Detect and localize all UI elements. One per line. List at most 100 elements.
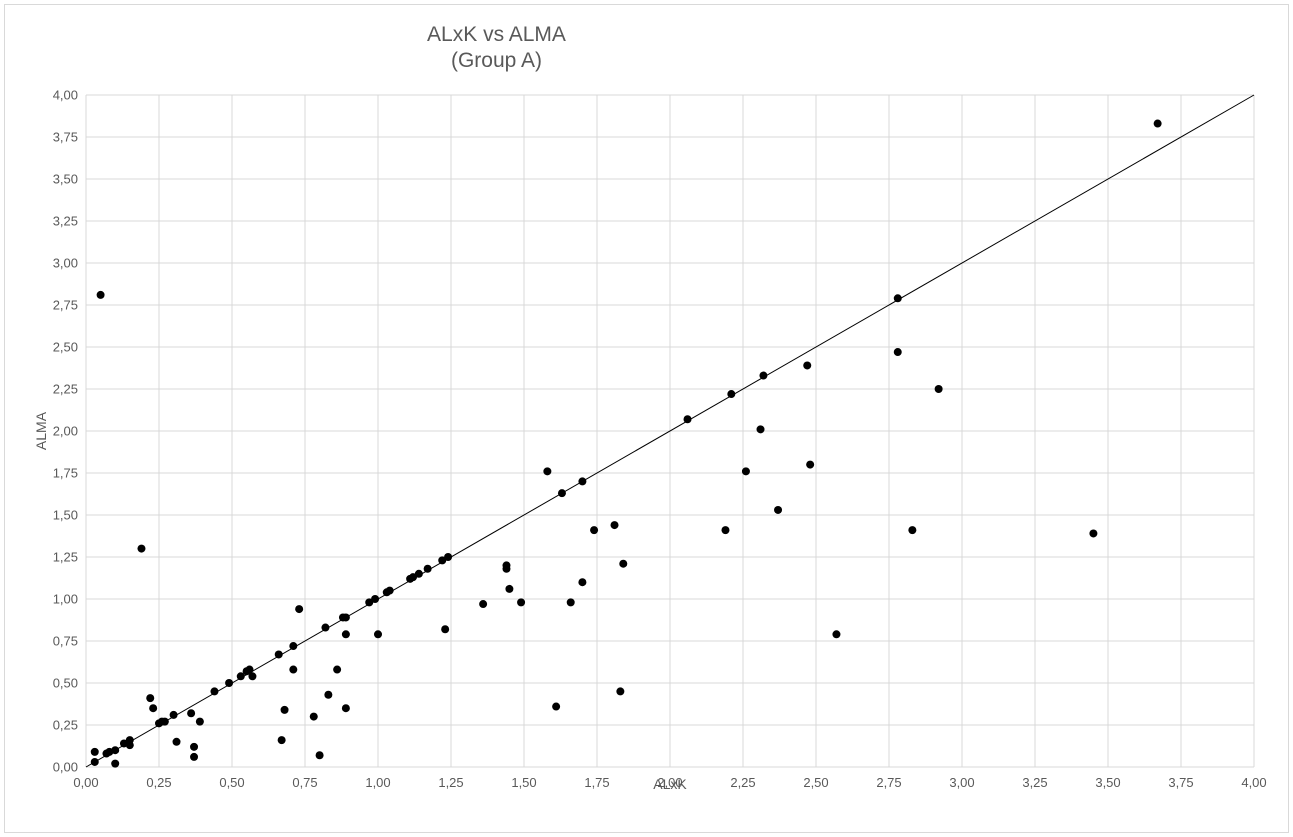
data-point [341, 630, 350, 639]
x-tick-label: 1,50 [511, 775, 536, 790]
data-point [610, 521, 619, 530]
chart-title-block: ALxK vs ALMA (Group A) [0, 22, 1293, 74]
y-tick-label: 3,50 [53, 172, 78, 187]
data-point [385, 586, 394, 595]
chart-frame [4, 4, 1289, 833]
data-point [169, 710, 178, 719]
data-point [557, 489, 566, 498]
data-point [741, 467, 750, 476]
data-point [324, 690, 333, 699]
data-point [321, 623, 330, 632]
chart-title: ALxK vs ALMA [427, 23, 566, 46]
y-tick-label: 1,25 [53, 550, 78, 565]
data-point [315, 751, 324, 760]
gridlines [85, 94, 1255, 768]
data-point [280, 705, 289, 714]
data-point [341, 704, 350, 713]
y-tick-label: 2,25 [53, 382, 78, 397]
data-point [893, 348, 902, 357]
data-point [333, 665, 342, 674]
data-point [683, 415, 692, 424]
data-point [543, 467, 552, 476]
data-point [111, 759, 120, 768]
data-point [190, 752, 199, 761]
data-point [1153, 119, 1162, 128]
data-point [479, 600, 488, 609]
data-point [187, 709, 196, 718]
data-point [289, 665, 298, 674]
data-point [803, 361, 812, 370]
data-point [414, 569, 423, 578]
data-point [566, 598, 575, 607]
data-point [502, 561, 511, 570]
data-point [438, 556, 447, 565]
data-point [759, 371, 768, 380]
x-tick-label: 4,00 [1241, 775, 1266, 790]
data-point [908, 526, 917, 535]
data-point [277, 736, 286, 745]
data-point [160, 717, 169, 726]
y-tick-label: 0,75 [53, 634, 78, 649]
data-point [934, 385, 943, 393]
data-points [90, 119, 1162, 768]
x-tick-label: 3,50 [1095, 775, 1120, 790]
y-tick-label: 0,25 [53, 718, 78, 733]
data-point [245, 665, 254, 674]
data-point [149, 704, 158, 713]
data-point [619, 559, 628, 568]
y-tick-label: 3,25 [53, 214, 78, 229]
y-axis-label: ALMA [33, 411, 49, 450]
data-point [341, 613, 350, 622]
data-point [111, 746, 120, 755]
data-point [248, 672, 257, 681]
data-point [409, 573, 418, 582]
data-point [295, 605, 304, 614]
data-point [441, 625, 450, 634]
data-point [90, 757, 99, 766]
data-point [517, 598, 526, 607]
data-point [721, 526, 730, 535]
x-tick-label: 0,50 [219, 775, 244, 790]
y-tick-label: 2,50 [53, 340, 78, 355]
data-point [727, 390, 736, 399]
data-point [146, 694, 155, 703]
x-tick-label: 1,00 [365, 775, 390, 790]
x-tick-label: 3,75 [1168, 775, 1193, 790]
data-point [552, 702, 561, 711]
data-point [172, 737, 181, 746]
data-point [1089, 529, 1098, 538]
data-point [125, 736, 134, 745]
x-tick-label: 2,25 [730, 775, 755, 790]
x-axis-ticks: 0,00 0,25 0,50 0,75 1,00 1,25 1,50 1,75 2,00 2,25… [73, 775, 1266, 790]
x-tick-label: 2,00 [657, 775, 682, 790]
data-point [756, 425, 765, 434]
y-tick-label: 2,00 [53, 424, 78, 439]
data-point [444, 553, 453, 561]
x-tick-label: 0,00 [73, 775, 98, 790]
data-point [374, 630, 382, 639]
chart-subtitle: (Group A) [450, 49, 543, 72]
data-point [90, 747, 99, 756]
x-tick-label: 2,75 [876, 775, 901, 790]
data-point [832, 630, 841, 639]
y-tick-label: 3,75 [53, 130, 78, 145]
data-point [225, 679, 234, 687]
y-tick-label: 0,00 [53, 760, 78, 775]
data-point [578, 578, 587, 587]
x-tick-label: 0,25 [146, 775, 171, 790]
x-tick-label: 2,50 [803, 775, 828, 790]
data-point [590, 526, 599, 535]
data-point [96, 290, 105, 299]
data-point [423, 564, 432, 573]
data-point [236, 672, 245, 681]
data-point [190, 742, 199, 751]
y-axis-ticks: 0,00 0,25 0,50 0,75 1,00 1,25 1,50 1,75 2,00 2,25… [53, 88, 78, 775]
data-point [195, 717, 204, 726]
y-tick-label: 4,00 [53, 88, 78, 103]
data-point [365, 598, 374, 607]
data-point [806, 460, 815, 469]
y-tick-label: 2,75 [53, 298, 78, 313]
data-point [274, 650, 283, 659]
data-point [616, 687, 625, 696]
